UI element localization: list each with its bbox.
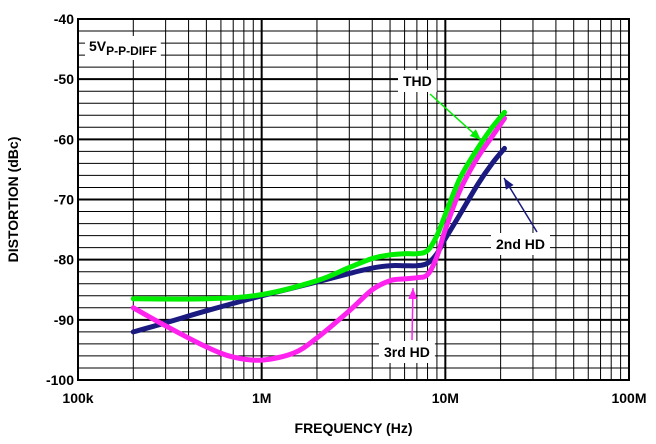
plot-frame <box>77 18 630 381</box>
y-tick-label: -90 <box>54 312 74 328</box>
x-tick-label: 100k <box>62 390 93 406</box>
annotation-bg <box>491 233 550 255</box>
annotation-3rd-hd: 3rd HD <box>379 287 435 363</box>
x-tick-label: 10M <box>432 390 459 406</box>
tick-labels: 100k 1M 10M 100M -40 -50 -60 -70 -80 -90 -100 <box>46 11 647 406</box>
series-label-thd: THD <box>403 73 432 89</box>
y-tick-label: -60 <box>54 131 74 147</box>
condition-subscript: P-P-DIFF <box>106 44 157 58</box>
annotation-arrowhead <box>469 129 481 140</box>
annotation-arrowhead <box>408 288 418 300</box>
series-lines <box>130 109 507 363</box>
y-tick-label: -100 <box>46 372 74 388</box>
annotation-2nd-hd: 2nd HD <box>491 177 550 255</box>
series-line-thd <box>130 109 507 302</box>
y-tick-label: -70 <box>54 192 74 208</box>
annotation-thd: THD <box>398 70 482 141</box>
y-axis-label: DISTORTION (dBc) <box>5 137 21 263</box>
annotation-arrowhead <box>504 178 514 190</box>
y-tick-label: -40 <box>54 11 74 27</box>
series-label-2nd-hd: 2nd HD <box>496 236 545 252</box>
annotation-bg <box>398 70 437 92</box>
y-tick-label: -50 <box>54 71 74 87</box>
series-line-3rd-hd <box>130 115 507 363</box>
series-annotations: THD 2nd HD 3rd HD <box>379 70 550 363</box>
x-tick-label: 100M <box>611 390 646 406</box>
svg-text:5VP-P-DIFF: 5VP-P-DIFF <box>89 38 157 58</box>
y-tick-label: -80 <box>54 252 74 268</box>
x-axis-label: FREQUENCY (Hz) <box>295 420 413 436</box>
annotation-bg <box>379 341 435 363</box>
condition-main: 5V <box>89 38 107 54</box>
annotation-arrow-line <box>429 93 482 141</box>
series-line-2nd-hd <box>130 145 507 335</box>
condition-label: 5VP-P-DIFF <box>85 36 161 60</box>
x-tick-label: 1M <box>252 390 271 406</box>
series-label-3rd-hd: 3rd HD <box>384 344 430 360</box>
